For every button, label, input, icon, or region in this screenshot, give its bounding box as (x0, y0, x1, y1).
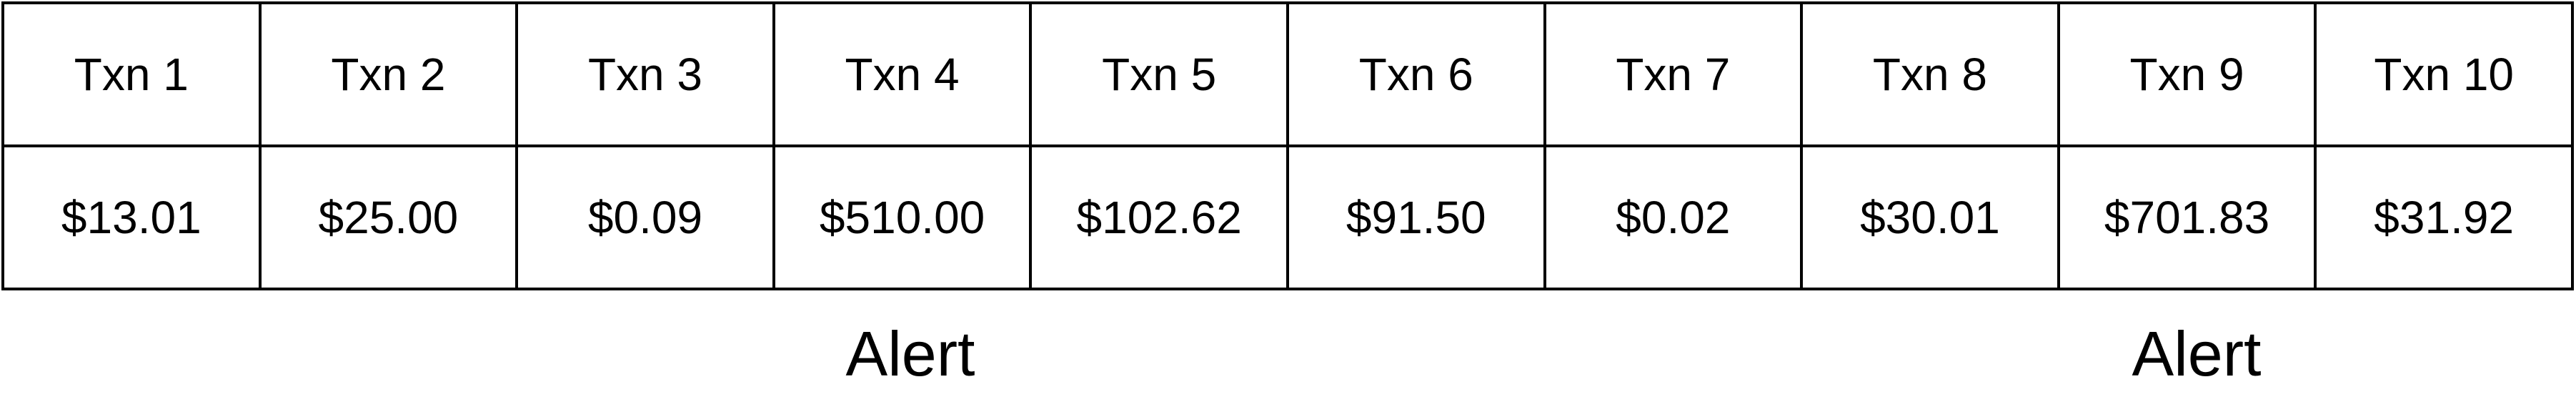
transaction-amount-row: $13.01 $25.00 $0.09 $510.00 $102.62 $91.… (1, 144, 2574, 290)
transaction-label: Txn 7 (1543, 1, 1804, 147)
transaction-amount: $91.50 (1285, 144, 1546, 290)
alert-label: Alert (2132, 318, 2262, 389)
transaction-label: Txn 6 (1285, 1, 1546, 147)
transaction-amount: $701.83 (2057, 144, 2317, 290)
alert-label: Alert (845, 318, 975, 389)
transaction-amount: $0.02 (1543, 144, 1804, 290)
transaction-amount: $31.92 (2314, 144, 2574, 290)
transaction-amount: $510.00 (772, 144, 1033, 290)
transaction-amount: $102.62 (1029, 144, 1289, 290)
transaction-amount: $25.00 (258, 144, 519, 290)
transaction-label: Txn 1 (1, 1, 262, 147)
transaction-label: Txn 2 (258, 1, 519, 147)
transaction-label: Txn 3 (515, 1, 775, 147)
transaction-label: Txn 10 (2314, 1, 2574, 147)
transaction-label: Txn 8 (1800, 1, 2060, 147)
transaction-label: Txn 9 (2057, 1, 2317, 147)
transaction-table: Txn 1 Txn 2 Txn 3 Txn 4 Txn 5 Txn 6 Txn … (1, 1, 2574, 290)
transaction-label: Txn 4 (772, 1, 1033, 147)
transaction-amount: $30.01 (1800, 144, 2060, 290)
transaction-amount: $0.09 (515, 144, 775, 290)
transaction-label: Txn 5 (1029, 1, 1289, 147)
transaction-header-row: Txn 1 Txn 2 Txn 3 Txn 4 Txn 5 Txn 6 Txn … (1, 1, 2574, 147)
transaction-amount: $13.01 (1, 144, 262, 290)
